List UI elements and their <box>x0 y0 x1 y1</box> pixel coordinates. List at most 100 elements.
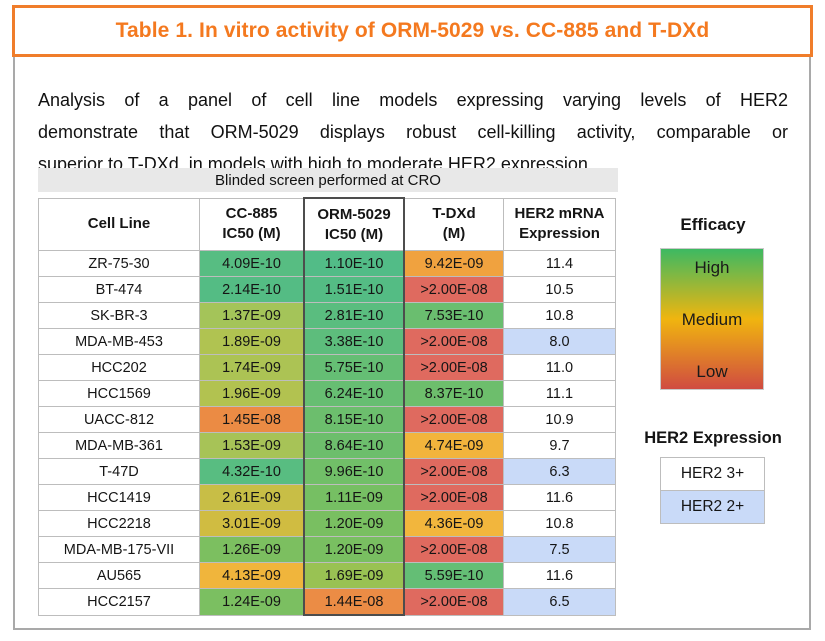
efficacy-label-high: High <box>694 258 730 277</box>
tdxd-value-cell: >2.00E-08 <box>403 276 504 303</box>
orm5029-value-cell: 1.10E-10 <box>303 250 405 277</box>
intro-line: Analysis of a panel of cell line models … <box>38 90 788 110</box>
cell-line-cell: HCC1569 <box>38 380 200 407</box>
her2-expression-cell: 11.0 <box>503 354 616 381</box>
cc885-value-cell: 1.53E-09 <box>199 432 305 459</box>
cell-line-cell: HCC1419 <box>38 484 200 511</box>
cc885-value-cell: 1.24E-09 <box>199 588 305 616</box>
cell-line-cell: MDA-MB-453 <box>38 328 200 355</box>
table-row: HCC1419 2.61E-09 1.11E-09 >2.00E-08 11.6 <box>38 484 616 511</box>
efficacy-label-low: Low <box>696 362 728 381</box>
col-header-line: IC50 (M) <box>324 225 384 243</box>
her2-legend-item-3plus: HER2 3+ <box>661 458 764 490</box>
table-row: MDA-MB-453 1.89E-09 3.38E-10 >2.00E-08 8.0 <box>38 328 616 355</box>
orm5029-value-cell: 1.69E-09 <box>303 562 405 589</box>
table-row: SK-BR-3 1.37E-09 2.81E-10 7.53E-10 10.8 <box>38 302 616 329</box>
tdxd-value-cell: 5.59E-10 <box>403 562 504 589</box>
her2-expression-cell: 8.0 <box>503 328 616 355</box>
col-header-her2: HER2 mRNA Expression <box>503 197 616 251</box>
table-banner-label: Blinded screen performed at CRO <box>215 171 441 189</box>
cell-line-cell: AU565 <box>38 562 200 589</box>
tdxd-value-cell: >2.00E-08 <box>403 588 504 616</box>
table-banner: Blinded screen performed at CRO <box>38 168 618 192</box>
col-header-line: Expression <box>519 225 600 243</box>
orm5029-value-cell: 1.51E-10 <box>303 276 405 303</box>
orm5029-value-cell: 1.44E-08 <box>303 588 405 616</box>
orm5029-value-cell: 1.11E-09 <box>303 484 405 511</box>
her2-legend-item-2plus: HER2 2+ <box>661 490 764 523</box>
table-row: MDA-MB-175-VII 1.26E-09 1.20E-09 >2.00E-08 7… <box>38 536 616 563</box>
col-header-orm5029: ORM-5029 IC50 (M) <box>303 197 405 251</box>
col-header-cell-line: Cell Line <box>38 197 200 251</box>
intro-line: demonstrate that ORM-5029 displays robus… <box>38 122 788 142</box>
her2-expression-cell: 11.1 <box>503 380 616 407</box>
her2-expression-cell: 6.5 <box>503 588 616 616</box>
her2-expression-cell: 10.9 <box>503 406 616 433</box>
intro-paragraph: Analysis of a panel of cell line models … <box>38 84 788 180</box>
her2-expression-cell: 9.7 <box>503 432 616 459</box>
col-header-line: Cell Line <box>87 215 151 233</box>
cell-line-cell: T-47D <box>38 458 200 485</box>
cc885-value-cell: 1.45E-08 <box>199 406 305 433</box>
col-header-line: (M) <box>442 225 466 243</box>
table-row: MDA-MB-361 1.53E-09 8.64E-10 4.74E-09 9.7 <box>38 432 616 459</box>
tdxd-value-cell: 9.42E-09 <box>403 250 504 277</box>
table-row: BT-474 2.14E-10 1.51E-10 >2.00E-08 10.5 <box>38 276 616 303</box>
cc885-value-cell: 2.14E-10 <box>199 276 305 303</box>
cc885-value-cell: 1.37E-09 <box>199 302 305 329</box>
table-row: AU565 4.13E-09 1.69E-09 5.59E-10 11.6 <box>38 562 616 589</box>
figure-title: Table 1. In vitro activity of ORM-5029 v… <box>115 19 710 42</box>
her2-expression-cell: 10.8 <box>503 302 616 329</box>
col-header-line: IC50 (M) <box>222 225 281 243</box>
results-table-header: Cell Line CC-885 IC50 (M) ORM-5029 IC50 (M) T… <box>38 197 616 251</box>
her2-legend-title: HER2 Expression <box>644 429 782 447</box>
cc885-value-cell: 4.13E-09 <box>199 562 305 589</box>
col-header-tdxd: T-DXd (M) <box>403 197 504 251</box>
efficacy-label-medium: Medium <box>681 310 743 329</box>
results-table: Cell Line CC-885 IC50 (M) ORM-5029 IC50 (M) T… <box>38 197 616 616</box>
tdxd-value-cell: 4.74E-09 <box>403 432 504 459</box>
cc885-value-cell: 1.96E-09 <box>199 380 305 407</box>
orm5029-value-cell: 8.64E-10 <box>303 432 405 459</box>
her2-expression-cell: 11.4 <box>503 250 616 277</box>
orm5029-value-cell: 1.20E-09 <box>303 536 405 563</box>
efficacy-gradient-scale: High Medium Low <box>660 248 764 390</box>
cc885-value-cell: 1.26E-09 <box>199 536 305 563</box>
orm5029-value-cell: 6.24E-10 <box>303 380 405 407</box>
tdxd-value-cell: 4.36E-09 <box>403 510 504 537</box>
efficacy-legend-title: Efficacy <box>680 215 746 234</box>
col-header-line: HER2 mRNA <box>514 205 605 223</box>
cc885-value-cell: 2.61E-09 <box>199 484 305 511</box>
her2-expression-cell: 11.6 <box>503 484 616 511</box>
table-row: UACC-812 1.45E-08 8.15E-10 >2.00E-08 10.9 <box>38 406 616 433</box>
orm5029-value-cell: 3.38E-10 <box>303 328 405 355</box>
col-header-line: T-DXd <box>432 205 476 223</box>
cell-line-cell: ZR-75-30 <box>38 250 200 277</box>
tdxd-value-cell: >2.00E-08 <box>403 328 504 355</box>
cell-line-cell: BT-474 <box>38 276 200 303</box>
orm5029-value-cell: 2.81E-10 <box>303 302 405 329</box>
her2-legend-box: HER2 3+ HER2 2+ <box>660 457 765 524</box>
tdxd-value-cell: >2.00E-08 <box>403 458 504 485</box>
cell-line-cell: MDA-MB-361 <box>38 432 200 459</box>
col-header-line: ORM-5029 <box>317 205 391 223</box>
her2-expression-cell: 11.6 <box>503 562 616 589</box>
table-row: ZR-75-30 4.09E-10 1.10E-10 9.42E-09 11.4 <box>38 250 616 277</box>
orm5029-value-cell: 9.96E-10 <box>303 458 405 485</box>
orm5029-value-cell: 1.20E-09 <box>303 510 405 537</box>
table-row: T-47D 4.32E-10 9.96E-10 >2.00E-08 6.3 <box>38 458 616 485</box>
orm5029-value-cell: 8.15E-10 <box>303 406 405 433</box>
her2-expression-cell: 6.3 <box>503 458 616 485</box>
cc885-value-cell: 3.01E-09 <box>199 510 305 537</box>
her2-expression-cell: 7.5 <box>503 536 616 563</box>
col-header-cc885: CC-885 IC50 (M) <box>199 197 305 251</box>
cell-line-cell: UACC-812 <box>38 406 200 433</box>
tdxd-value-cell: >2.00E-08 <box>403 354 504 381</box>
her2-expression-cell: 10.5 <box>503 276 616 303</box>
table-row: HCC2218 3.01E-09 1.20E-09 4.36E-09 10.8 <box>38 510 616 537</box>
cc885-value-cell: 4.32E-10 <box>199 458 305 485</box>
tdxd-value-cell: >2.00E-08 <box>403 406 504 433</box>
cell-line-cell: MDA-MB-175-VII <box>38 536 200 563</box>
cell-line-cell: SK-BR-3 <box>38 302 200 329</box>
table-row: HCC1569 1.96E-09 6.24E-10 8.37E-10 11.1 <box>38 380 616 407</box>
